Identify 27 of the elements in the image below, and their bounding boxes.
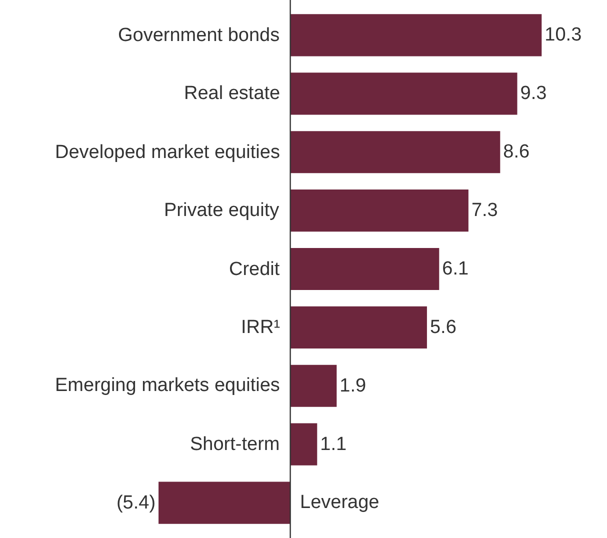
data-label: 10.3 [544, 24, 582, 46]
y-tick-label: Emerging markets equities [55, 375, 280, 396]
bar [290, 131, 500, 174]
y-tick-label: Private equity [164, 200, 280, 221]
data-label: 1.9 [340, 375, 366, 396]
bar [158, 482, 290, 524]
data-label: (5.4) [116, 492, 156, 514]
data-label: 1.1 [320, 434, 347, 455]
y-tick-label: Leverage [300, 492, 380, 513]
y-tick-label: Credit [229, 259, 280, 280]
y-tick-label: Short-term [190, 434, 280, 455]
data-label: 9.3 [520, 83, 547, 104]
data-label: 8.6 [503, 142, 530, 163]
bar [290, 364, 337, 407]
data-label: 5.6 [430, 316, 456, 338]
bar [290, 190, 468, 232]
bar [290, 423, 318, 466]
bar [290, 14, 542, 56]
bar [290, 248, 440, 290]
y-tick-label: Government bonds [118, 25, 280, 46]
y-tick-label: IRR¹ [241, 317, 280, 338]
bar [290, 72, 518, 115]
y-tick-label: Developed market equities [55, 142, 280, 163]
data-label: 6.1 [442, 258, 469, 280]
bar [290, 306, 427, 348]
data-label: 7.3 [471, 200, 498, 222]
y-tick-label: Real estate [184, 83, 280, 104]
